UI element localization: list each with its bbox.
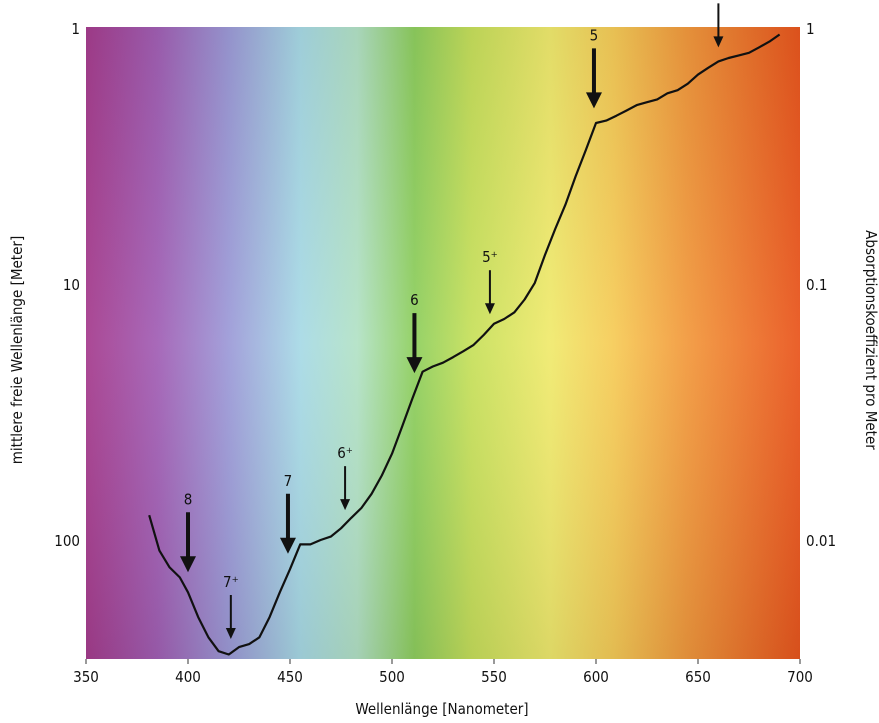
y-tick-label-left: 100 <box>54 532 80 550</box>
annotation-arrow: 8 <box>180 490 196 573</box>
annotation-label: 5⁺ <box>482 248 498 266</box>
annotation-label: 8 <box>184 490 193 508</box>
y-tick-label-left: 1 <box>71 20 80 38</box>
x-tick-label: 450 <box>277 668 303 686</box>
x-tick-label: 600 <box>583 668 609 686</box>
annotation-label: 7⁺ <box>223 573 239 591</box>
annotation-arrow: 5 <box>585 26 602 109</box>
y-tick-label-right: 1 <box>806 20 815 38</box>
annotation-label: 6 <box>410 291 419 309</box>
x-tick-label: 700 <box>787 668 813 686</box>
axis-ticks: 350 400 450 500 550 600 650 700 1 10 100 1 0.1 0.01 <box>54 20 836 686</box>
y-tick-label-right: 0.1 <box>806 276 827 294</box>
x-tick-label: 550 <box>481 668 507 686</box>
y-axis-right-label: Absorptionskoeffizient pro Meter <box>862 230 879 450</box>
y-tick-label-left: 10 <box>63 276 80 294</box>
plot-shade <box>86 27 800 659</box>
series-line <box>148 33 781 656</box>
annotation-label: 6⁺ <box>337 444 353 462</box>
x-tick-label: 400 <box>175 668 201 686</box>
annotation-arrow: 4⁺ <box>713 3 724 48</box>
annotation-arrow: 6⁺ <box>337 444 353 511</box>
y-tick-label-right: 0.01 <box>806 532 836 550</box>
curve-layer <box>148 33 781 656</box>
x-tick-label: 650 <box>685 668 711 686</box>
annotation-arrow: 5⁺ <box>482 248 498 315</box>
y-axis-left-label: mittlere freie Wellenlänge [Meter] <box>8 236 26 464</box>
annotation-label: 5 <box>590 26 599 44</box>
x-tick-label: 500 <box>379 668 405 686</box>
x-tick-label: 350 <box>73 668 99 686</box>
annotation-arrow: 6 <box>406 291 423 374</box>
x-axis-label: Wellenlänge [Nanometer] <box>355 700 528 718</box>
annotation-label: 7 <box>284 472 293 490</box>
annotation-arrow: 7 <box>279 472 296 554</box>
annotation-arrows: 8 7⁺ 7 6⁺ 6 5⁺ 5 4⁺ <box>180 3 724 639</box>
annotation-arrow: 7⁺ <box>223 573 239 639</box>
